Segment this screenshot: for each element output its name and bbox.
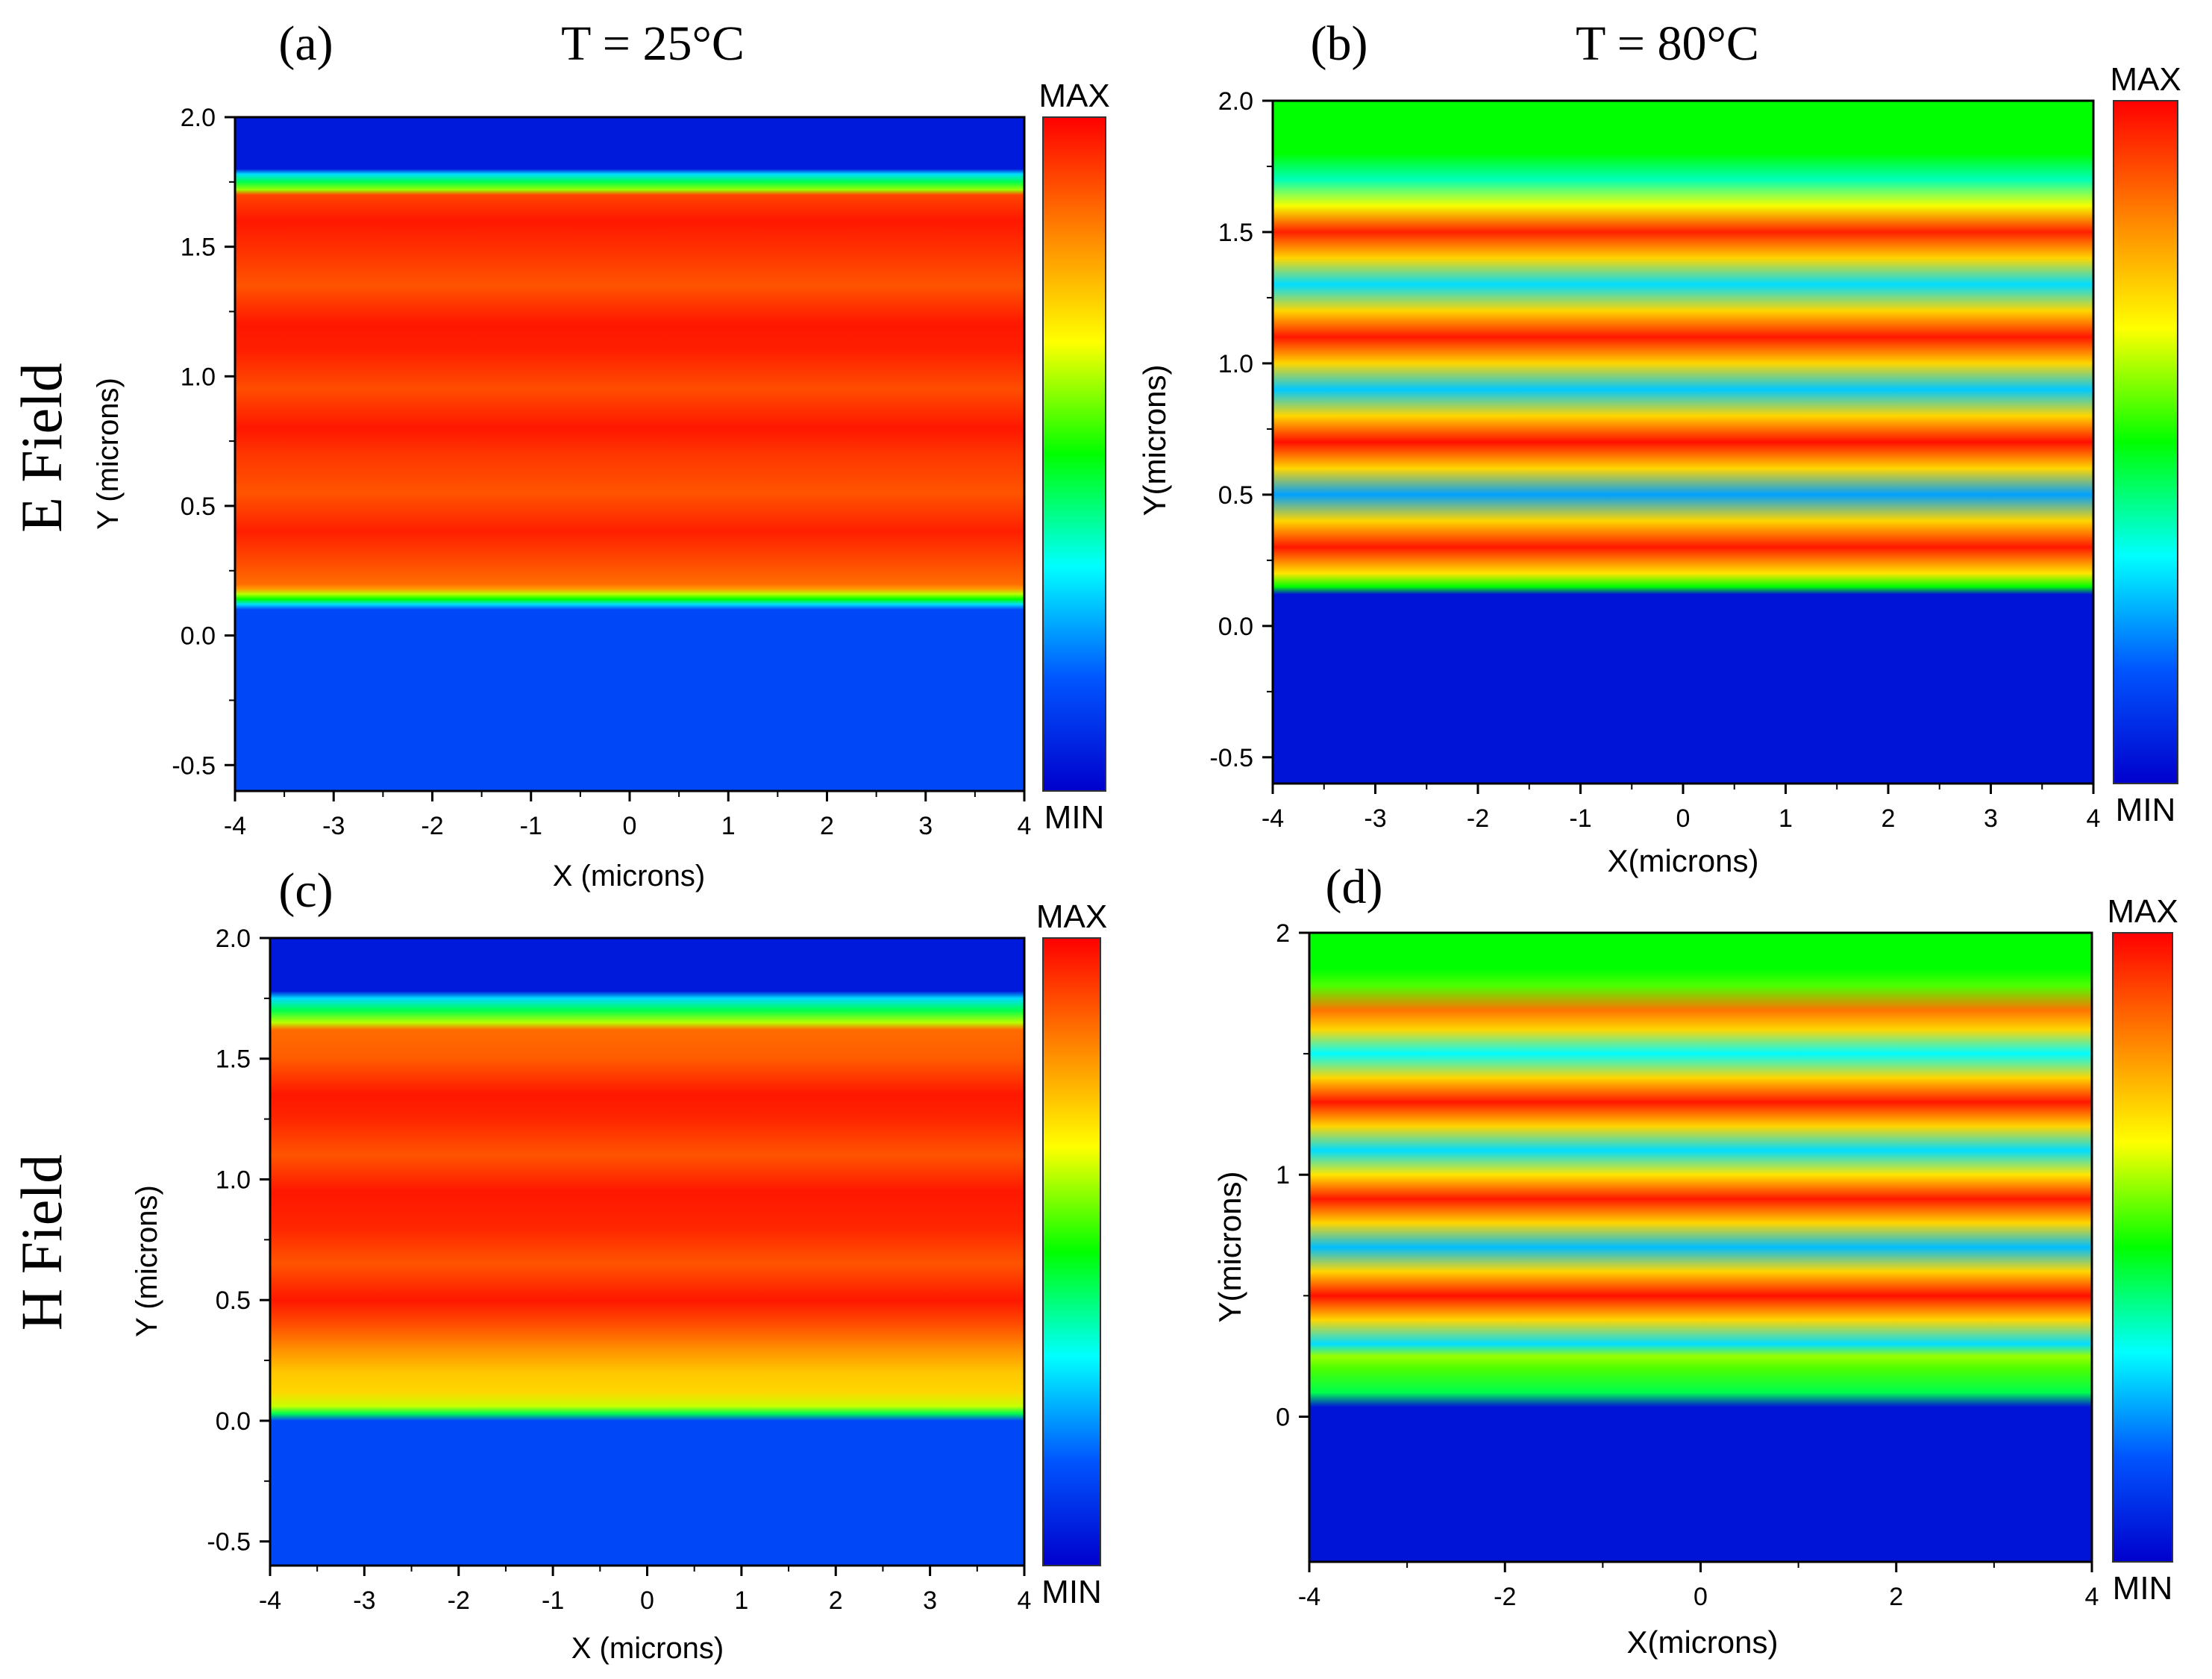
colorbar-min-label: MIN <box>2116 792 2176 828</box>
colorbar: MAX MIN <box>1038 78 1109 836</box>
colorbar: MAX MIN <box>2107 893 2178 1607</box>
panel-b: -4 -3 -2 -1 0 1 2 3 4 -0.5 0.0 0.5 1.0 1.5 2.0 X(micron… <box>1137 16 2181 878</box>
row-label-e-field: E Field <box>9 363 74 533</box>
y-tick-label: 1.5 <box>181 234 216 262</box>
y-tick-label: 0.0 <box>1218 613 1253 641</box>
x-tick-label: -4 <box>259 1586 281 1615</box>
x-tick-label: 2 <box>1882 804 1896 833</box>
x-tick-label: -4 <box>1298 1583 1320 1611</box>
y-tick-label: 1.5 <box>216 1045 251 1074</box>
y-tick-label: 1.5 <box>1218 219 1253 247</box>
y-axis-label: Y (microns) <box>92 378 125 530</box>
x-tick-label: -2 <box>448 1586 470 1615</box>
panel-label: (b) <box>1311 16 1368 71</box>
x-tick-label: 0 <box>1694 1583 1708 1611</box>
x-tick-label: -4 <box>224 812 246 840</box>
panel-label: (a) <box>278 16 333 71</box>
x-tick-label: 0 <box>640 1586 654 1615</box>
colorbar-frame <box>1042 116 1106 792</box>
x-tick-label: 2 <box>829 1586 843 1615</box>
x-tick-label: -2 <box>1467 804 1489 833</box>
y-tick-label: 0.0 <box>216 1407 251 1436</box>
x-tick-label: 1 <box>1779 804 1793 833</box>
y-tick-label: 1.0 <box>181 363 216 391</box>
x-tick-label: 1 <box>721 812 736 840</box>
x-tick-label: -3 <box>1364 804 1386 833</box>
x-tick-label: 0 <box>1676 804 1691 833</box>
y-tick-label: -0.5 <box>172 751 216 780</box>
temperature-title: T = 80°C <box>1576 16 1759 71</box>
y-tick-label: -0.5 <box>207 1528 251 1557</box>
colorbar-gradient <box>2114 101 2178 784</box>
x-tick-label: 3 <box>1984 804 1998 833</box>
temperature-title: T = 25°C <box>561 16 745 71</box>
heatmap-field <box>270 938 1024 1566</box>
panel-label: (d) <box>1326 860 1383 914</box>
x-axis-label: X(microns) <box>1626 1625 1778 1660</box>
x-tick-label: 4 <box>1018 1586 1032 1615</box>
x-tick-label: 2 <box>820 812 834 840</box>
colorbar-max-label: MAX <box>2110 61 2181 98</box>
panel-d: -4 -2 0 2 4 0 1 2 X(microns) Y(microns) (d) MAX MIN <box>1212 860 2178 1660</box>
colorbar-min-label: MIN <box>1041 1574 1102 1610</box>
colorbar-frame <box>2113 100 2178 784</box>
y-axis-label: Y (microns) <box>131 1185 163 1337</box>
x-tick-label: -1 <box>542 1586 564 1615</box>
x-axis-label: X (microns) <box>571 1632 724 1665</box>
colorbar-max-label: MAX <box>1036 898 1107 935</box>
x-tick-label: -3 <box>322 812 345 840</box>
y-tick-label: 1 <box>1276 1161 1290 1189</box>
y-tick-label: 0.5 <box>216 1286 251 1315</box>
colorbar-frame <box>1042 937 1101 1566</box>
y-tick-label: 2 <box>1276 919 1290 948</box>
x-tick-label: 4 <box>1018 812 1032 840</box>
x-tick-label: -1 <box>1569 804 1591 833</box>
x-tick-label: -1 <box>520 812 542 840</box>
colorbar-max-label: MAX <box>1038 78 1109 114</box>
y-tick-label: -0.5 <box>1209 744 1253 772</box>
panel-a: -4 -3 -2 -1 0 1 2 3 4 -0.5 0.0 0.5 1.0 1.5 2.0 X (micro… <box>92 16 1110 892</box>
y-tick-label: 0 <box>1276 1403 1290 1431</box>
y-tick-label: 0.5 <box>1218 481 1253 510</box>
colorbar-min-label: MIN <box>1044 799 1105 836</box>
colorbar: MAX MIN <box>1036 898 1107 1610</box>
colorbar-gradient <box>2113 933 2172 1562</box>
colorbar-frame <box>2112 932 2173 1563</box>
y-tick-label: 0.0 <box>181 622 216 651</box>
colorbar: MAX MIN <box>2110 61 2181 828</box>
x-tick-label: 2 <box>1889 1583 1903 1611</box>
y-tick-label: 2.0 <box>216 925 251 953</box>
y-axis-label: Y(microns) <box>1212 1171 1247 1322</box>
y-tick-label: 2.0 <box>1218 87 1253 116</box>
colorbar-gradient <box>1043 117 1106 791</box>
x-tick-label: -2 <box>421 812 443 840</box>
x-tick-label: -3 <box>353 1586 375 1615</box>
x-tick-label: 4 <box>2087 804 2101 833</box>
heatmap-field <box>1273 101 2093 784</box>
y-tick-label: 1.0 <box>1218 350 1253 378</box>
x-tick-label: 3 <box>918 812 933 840</box>
y-tick-label: 2.0 <box>181 104 216 132</box>
colorbar-max-label: MAX <box>2107 893 2178 930</box>
y-tick-label: 1.0 <box>216 1166 251 1194</box>
x-axis-label: X(microns) <box>1607 843 1758 878</box>
x-tick-label: 0 <box>623 812 637 840</box>
x-axis-label: X (microns) <box>553 860 705 892</box>
y-axis-label: Y(microns) <box>1137 364 1172 516</box>
x-tick-label: -2 <box>1494 1583 1516 1611</box>
heatmap-field <box>1309 933 2092 1562</box>
x-tick-label: 1 <box>734 1586 748 1615</box>
y-tick-label: 0.5 <box>181 493 216 521</box>
panel-label: (c) <box>278 863 333 918</box>
panel-c: -4 -3 -2 -1 0 1 2 3 4 -0.5 0.0 0.5 1.0 1.5 2.0 X (micro… <box>131 863 1107 1665</box>
x-tick-label: 4 <box>2085 1583 2099 1611</box>
colorbar-gradient <box>1043 938 1100 1566</box>
heatmap-field <box>235 117 1024 791</box>
colorbar-min-label: MIN <box>2113 1570 2173 1607</box>
x-tick-label: 3 <box>923 1586 937 1615</box>
x-tick-label: -4 <box>1262 804 1284 833</box>
row-label-h-field: H Field <box>9 1154 74 1331</box>
